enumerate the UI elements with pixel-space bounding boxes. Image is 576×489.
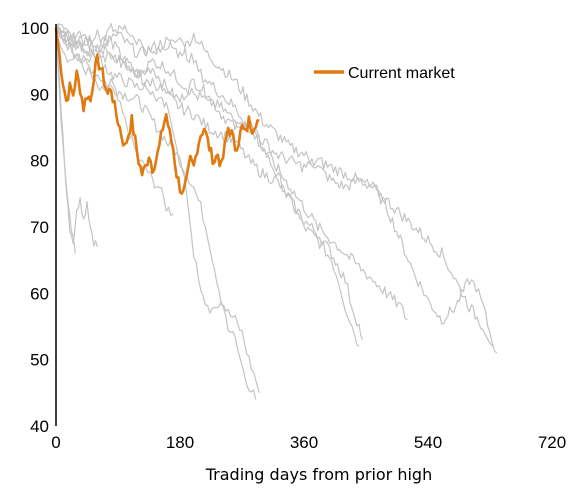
series-line-current-market — [54, 27, 260, 195]
current-market-series-group — [54, 27, 260, 195]
series-line-historical-1 — [55, 27, 98, 248]
series-line-historical-2 — [55, 27, 76, 254]
y-tick-label-60: 60 — [30, 284, 49, 303]
series-line-historical-5 — [55, 27, 260, 393]
x-tick-label-360: 360 — [290, 433, 318, 452]
x-tick-label-720: 720 — [538, 433, 566, 452]
y-tick-label-90: 90 — [30, 85, 49, 104]
series-line-historical-4 — [55, 27, 257, 400]
y-tick-labels: 100 90 80 70 60 50 40 — [21, 19, 49, 436]
y-tick-label-80: 80 — [30, 152, 49, 171]
series-line-historical-8 — [55, 25, 364, 341]
historical-series-group — [55, 23, 498, 400]
x-axis-title: Trading days from prior high — [205, 465, 432, 484]
series-line-historical-10 — [55, 23, 408, 321]
y-tick-label-70: 70 — [30, 218, 49, 237]
legend-label-current-market: Current market — [348, 65, 455, 82]
x-tick-label-0: 0 — [51, 433, 60, 452]
x-tick-label-180: 180 — [166, 433, 194, 452]
y-tick-label-40: 40 — [30, 417, 49, 436]
y-tick-label-100: 100 — [21, 19, 49, 38]
legend: Current market — [314, 65, 455, 82]
series-line-historical-9 — [55, 25, 494, 347]
y-tick-label-50: 50 — [30, 351, 49, 370]
series-line-historical-6 — [55, 24, 360, 347]
series-line-historical-7 — [55, 23, 498, 354]
x-tick-labels: 0 180 360 540 720 — [51, 433, 566, 452]
x-tick-label-540: 540 — [414, 433, 442, 452]
